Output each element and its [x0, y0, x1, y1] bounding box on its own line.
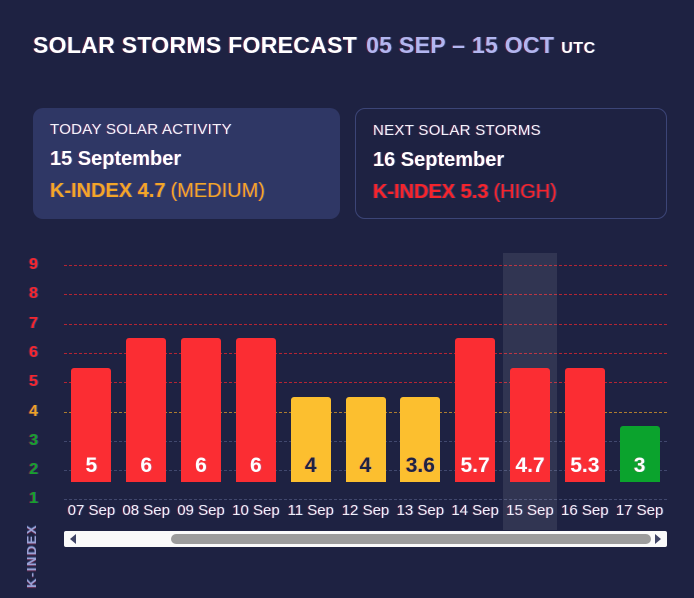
date-label-07-sep: 07 Sep	[67, 502, 116, 519]
today-kindex-line: K-INDEX 4.7 (MEDIUM)	[50, 180, 323, 203]
date-label-12-sep: 12 Sep	[341, 502, 390, 519]
date-label-15-sep: 15 Sep	[506, 502, 554, 519]
timezone-label: UTC	[561, 40, 596, 57]
bar-value-label: 5.7	[460, 454, 490, 478]
gridline-7	[64, 323, 667, 325]
next-storms-card: NEXT SOLAR STORMS 16 September K-INDEX 5…	[355, 108, 667, 219]
bar-value-label: 4.7	[515, 454, 545, 477]
scrollbar-thumb[interactable]	[171, 534, 651, 544]
bar-08-sep[interactable]: 6	[126, 338, 167, 483]
bar-09-sep[interactable]: 6	[181, 338, 221, 483]
scroll-left-button[interactable]	[66, 531, 80, 547]
bar-16-sep[interactable]: 5.3	[564, 367, 605, 482]
gridline-9	[64, 265, 667, 266]
bar-value-label: 4	[304, 453, 317, 477]
date-label-09-sep: 09 Sep	[177, 502, 225, 519]
y-tick-7: 7	[29, 314, 38, 332]
bar-value-label: 6	[140, 454, 153, 478]
bar-value-label: 3	[633, 453, 646, 477]
gridline-1	[64, 499, 667, 501]
page-title: SOLAR STORMS FORECAST	[33, 32, 358, 58]
date-label-14-sep: 14 Sep	[451, 502, 499, 519]
date-label-10-sep: 10 Sep	[232, 502, 280, 519]
y-axis-title: K-INDEX	[24, 524, 39, 588]
bar-14-sep[interactable]: 5.7	[455, 338, 496, 483]
bar-07-sep[interactable]: 5	[71, 367, 112, 482]
today-card-heading: TODAY SOLAR ACTIVITY	[50, 121, 232, 138]
gridline-5	[64, 382, 667, 384]
today-kindex-value: K-INDEX 4.7	[50, 180, 166, 202]
next-date: 16 September	[373, 149, 505, 171]
y-tick-2: 2	[29, 461, 38, 479]
next-severity: (HIGH)	[493, 181, 557, 203]
date-label-16-sep: 16 Sep	[561, 502, 609, 519]
scroll-right-button[interactable]	[651, 531, 665, 547]
bar-value-label: 6	[195, 454, 207, 478]
bar-value-label: 6	[250, 454, 262, 478]
y-tick-1: 1	[29, 490, 38, 508]
y-tick-8: 8	[29, 285, 38, 303]
y-tick-5: 5	[29, 373, 38, 391]
gridline-6	[64, 352, 667, 354]
today-date: 15 September	[50, 148, 182, 170]
bar-value-label: 4	[359, 453, 372, 477]
y-tick-3: 3	[29, 431, 38, 449]
left-arrow-icon	[70, 534, 76, 544]
today-activity-card: TODAY SOLAR ACTIVITY 15 September K-INDE…	[33, 108, 340, 219]
date-label-17-sep: 17 Sep	[615, 502, 664, 519]
bar-10-sep[interactable]: 6	[235, 338, 276, 483]
gridline-8	[64, 294, 667, 296]
page-header: SOLAR STORMS FORECAST 05 SEP – 15 OCT UTC	[33, 32, 596, 59]
y-tick-9: 9	[29, 256, 38, 273]
right-arrow-icon	[655, 534, 661, 544]
bar-value-label: 3.6	[405, 453, 435, 477]
today-severity: (MEDIUM)	[170, 180, 266, 202]
bar-12-sep[interactable]: 4	[345, 396, 386, 482]
bar-value-label: 5.3	[570, 454, 600, 477]
bar-17-sep[interactable]: 3	[619, 426, 660, 482]
next-card-heading: NEXT SOLAR STORMS	[373, 122, 541, 139]
y-tick-4: 4	[29, 402, 38, 420]
next-kindex-value: K-INDEX 5.3	[373, 181, 489, 203]
y-tick-6: 6	[29, 343, 38, 361]
date-label-08-sep: 08 Sep	[122, 502, 170, 519]
bar-13-sep[interactable]: 3.6	[400, 396, 441, 482]
date-range: 05 SEP – 15 OCT	[366, 32, 555, 58]
date-label-13-sep: 13 Sep	[396, 502, 445, 519]
chart-scrollbar[interactable]	[64, 531, 667, 547]
date-label-11-sep: 11 Sep	[287, 502, 334, 519]
bar-11-sep[interactable]: 4	[290, 396, 331, 482]
chart-plot: 5 07 Sep 6 08 Sep 6 09 Sep 6 10 Sep 4 11 Sep 4 12 S…	[64, 250, 667, 530]
next-kindex-line: K-INDEX 5.3 (HIGH)	[373, 181, 649, 204]
y-axis: 1 2 3 4 5 6 7 8 9	[0, 250, 40, 530]
bar-15-sep[interactable]: 4.7	[510, 367, 550, 482]
bar-value-label: 5	[85, 454, 98, 477]
